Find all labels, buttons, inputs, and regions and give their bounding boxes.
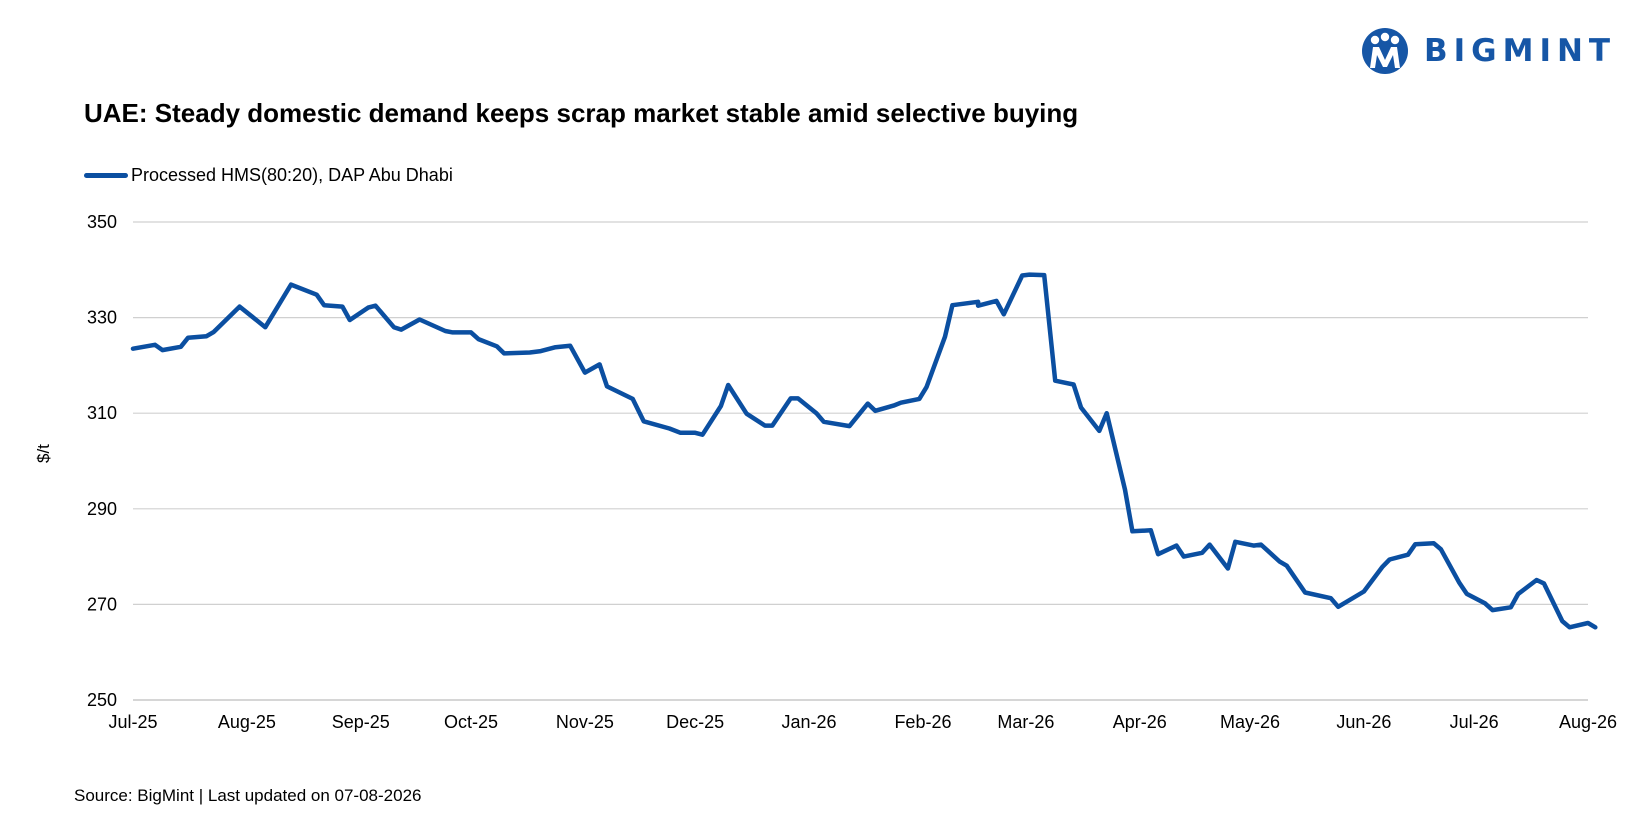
x-tick-label: Jun-26	[1336, 712, 1391, 732]
x-tick-label: Jul-25	[108, 712, 157, 732]
x-tick-label: Sep-25	[332, 712, 390, 732]
legend-swatch	[84, 173, 128, 178]
x-tick-label: Apr-26	[1113, 712, 1167, 732]
chart-legend: Processed HMS(80:20), DAP Abu Dhabi	[84, 165, 453, 186]
bigmint-logo-icon	[1362, 28, 1408, 74]
y-tick-label: 310	[87, 403, 117, 423]
brand-logo: BIGMINT	[1360, 26, 1622, 76]
y-tick-label: 330	[87, 308, 117, 328]
series-group	[130, 272, 1598, 630]
series-line	[130, 272, 1598, 630]
chart-title: UAE: Steady domestic demand keeps scrap …	[84, 98, 1079, 128]
x-tick-label: Aug-26	[1559, 712, 1617, 732]
x-tick-label: Oct-25	[444, 712, 498, 732]
y-axis-ticks: 250 270 290 310 330 350	[87, 212, 117, 710]
x-tick-label: May-26	[1220, 712, 1280, 732]
x-tick-label: Nov-25	[556, 712, 614, 732]
x-tick-label: Jul-26	[1450, 712, 1499, 732]
grid-lines	[133, 221, 1588, 701]
y-tick-label: 270	[87, 594, 117, 614]
y-tick-label: 290	[87, 499, 117, 519]
y-tick-label: 350	[87, 212, 117, 232]
brand-name: BIGMINT	[1424, 33, 1617, 69]
x-tick-label: Feb-26	[894, 712, 951, 732]
x-axis-ticks: Jul-25 Aug-25 Sep-25 Oct-25 Nov-25 Dec-25 Jan-…	[108, 712, 1617, 732]
source-note: Source: BigMint | Last updated on 07-08-…	[74, 786, 422, 805]
x-tick-label: Aug-25	[218, 712, 276, 732]
x-tick-label: Dec-25	[666, 712, 724, 732]
y-tick-label: 250	[87, 690, 117, 710]
legend-label: Processed HMS(80:20), DAP Abu Dhabi	[131, 165, 453, 185]
x-tick-label: Mar-26	[997, 712, 1054, 732]
x-tick-label: Jan-26	[782, 712, 837, 732]
